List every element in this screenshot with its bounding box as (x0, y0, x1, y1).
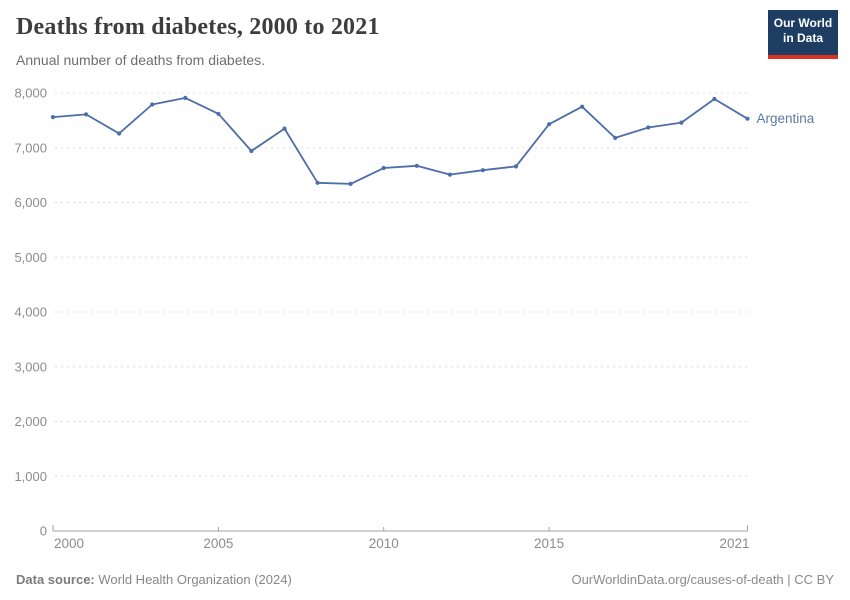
x-axis-tick-label: 2015 (534, 536, 564, 551)
data-point-2021 (745, 116, 750, 121)
data-point-2005 (216, 111, 221, 116)
y-axis-tick-label: 6,000 (14, 195, 47, 210)
y-axis-tick-label: 1,000 (14, 469, 47, 484)
data-point-2004 (183, 95, 188, 100)
owid-logo[interactable]: Our World in Data (768, 10, 838, 59)
chart-title: Deaths from diabetes, 2000 to 2021 (16, 14, 380, 40)
license-link[interactable]: OurWorldinData.org/causes-of-death | CC … (571, 572, 834, 587)
data-point-2008 (315, 180, 320, 185)
data-point-2001 (84, 112, 89, 117)
series-label-argentina[interactable]: Argentina (757, 111, 815, 126)
data-source-note: Data source: World Health Organization (… (16, 572, 292, 587)
y-axis-tick-label: 8,000 (14, 86, 47, 101)
data-point-2000 (50, 115, 56, 120)
y-axis-tick-label: 7,000 (14, 140, 47, 155)
data-point-2014 (513, 164, 519, 169)
y-axis-tick-label: 4,000 (14, 305, 47, 320)
data-point-2012 (447, 172, 452, 177)
data-point-2019 (679, 120, 684, 125)
y-axis-tick-label: 5,000 (14, 250, 47, 265)
data-point-2009 (348, 181, 353, 186)
owid-logo-stripe (768, 55, 838, 59)
chart-subtitle: Annual number of deaths from diabetes. (16, 52, 266, 68)
x-axis-tick-label: 2010 (369, 536, 399, 551)
x-axis-tick-label: 2000 (54, 536, 84, 551)
owid-logo-line1: Our World (773, 16, 833, 30)
y-axis-tick-label: 3,000 (14, 359, 47, 374)
data-point-2020 (712, 96, 717, 102)
data-point-2017 (613, 135, 618, 140)
x-axis-tick-label: 2005 (203, 536, 233, 551)
data-line-argentina (52, 97, 748, 185)
x-axis-tick-label: 2021 (719, 536, 749, 551)
data-point-2013 (480, 168, 485, 173)
data-source-value: World Health Organization (2024) (94, 572, 292, 587)
owid-logo-line2: in Data (782, 31, 823, 45)
data-point-2015 (547, 122, 552, 127)
data-point-2006 (249, 148, 254, 154)
data-point-2007 (282, 126, 287, 131)
data-source-label: Data source: (16, 572, 95, 587)
chart-footer: Data source: World Health Organization (… (16, 572, 834, 587)
data-point-2002 (117, 131, 122, 136)
y-axis-tick-label: 2,000 (14, 414, 47, 429)
y-axis-tick-label: 0 (40, 524, 47, 539)
data-point-2010 (381, 165, 386, 171)
data-point-2018 (646, 125, 651, 130)
data-point-2016 (580, 104, 585, 109)
data-point-2003 (150, 102, 155, 107)
data-point-2011 (414, 163, 419, 168)
